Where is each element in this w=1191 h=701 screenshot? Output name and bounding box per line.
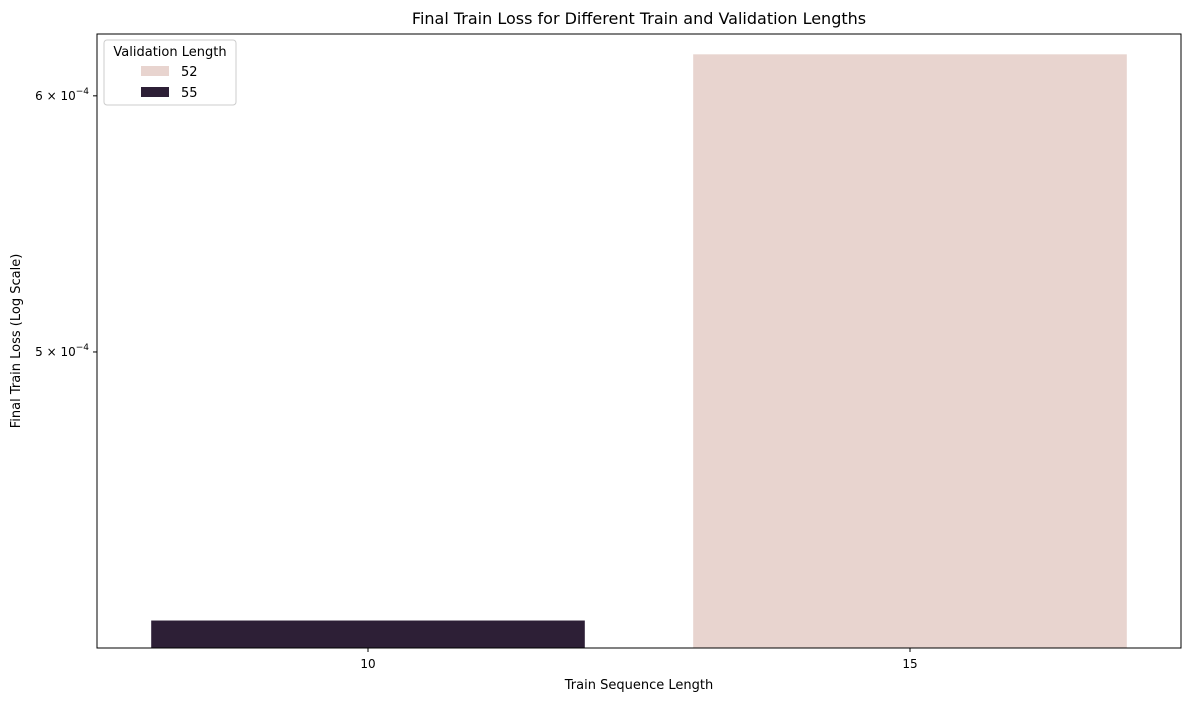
y-tick-label: 6 × 10−4 [35,87,89,103]
legend-swatch-55 [141,87,169,97]
x-ticks-group: 10 15 [360,648,918,671]
y-ticks-group: 5 × 10−4 6 × 10−4 [35,87,97,359]
y-axis-label: Final Train Loss (Log Scale) [9,254,24,429]
legend-title: Validation Length [113,45,226,60]
legend-box [103,39,237,106]
legend-swatch-52 [141,66,169,76]
bars-group [151,54,1127,648]
plot-frame [96,33,1182,649]
bar-52-15 [693,54,1127,648]
x-axis-label: Train Sequence Length [564,678,713,693]
x-tick-label: 10 [360,657,375,671]
legend-label-55: 55 [181,86,198,101]
bar-55-10 [151,620,585,648]
chart-title: Final Train Loss for Different Train and… [412,9,866,28]
x-tick-label: 15 [902,657,917,671]
legend-label-52: 52 [181,65,198,80]
y-tick-label: 5 × 10−4 [35,343,89,359]
